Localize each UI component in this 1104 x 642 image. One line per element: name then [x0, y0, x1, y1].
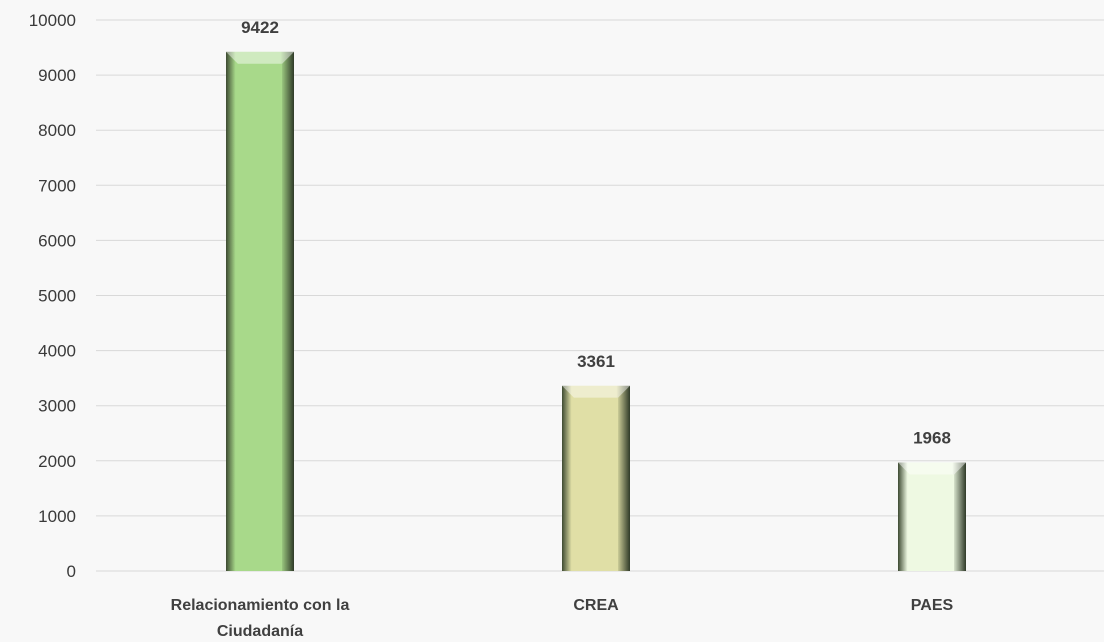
y-tick-label: 1000 — [38, 507, 76, 526]
bars — [226, 51, 966, 572]
y-tick-label: 6000 — [38, 231, 76, 250]
y-axis-tick-labels: 0 1000 2000 3000 4000 5000 6000 7000 8000 9000 100… — [29, 11, 76, 581]
y-tick-label: 9000 — [38, 66, 76, 85]
data-label: 3361 — [577, 352, 615, 371]
y-tick-label: 5000 — [38, 287, 76, 306]
y-tick-label: 7000 — [38, 176, 76, 195]
y-tick-label: 0 — [67, 562, 76, 581]
data-label: 1968 — [913, 429, 951, 448]
y-tick-label: 3000 — [38, 397, 76, 416]
y-tick-label: 2000 — [38, 452, 76, 471]
category-labels: Relacionamiento con la Ciudadanía CREA PAES — [171, 597, 954, 640]
data-label: 9422 — [241, 18, 279, 37]
data-labels: 9422 3361 1968 — [241, 18, 951, 448]
category-label: CREA — [573, 597, 619, 614]
bar — [562, 385, 630, 571]
y-tick-label: 4000 — [38, 342, 76, 361]
y-tick-label: 10000 — [29, 11, 76, 30]
y-tick-label: 8000 — [38, 121, 76, 140]
category-label: Ciudadanía — [217, 623, 303, 640]
category-label: Relacionamiento con la — [171, 597, 350, 614]
bar — [226, 51, 294, 572]
bar — [898, 462, 966, 571]
category-label: PAES — [911, 597, 954, 614]
